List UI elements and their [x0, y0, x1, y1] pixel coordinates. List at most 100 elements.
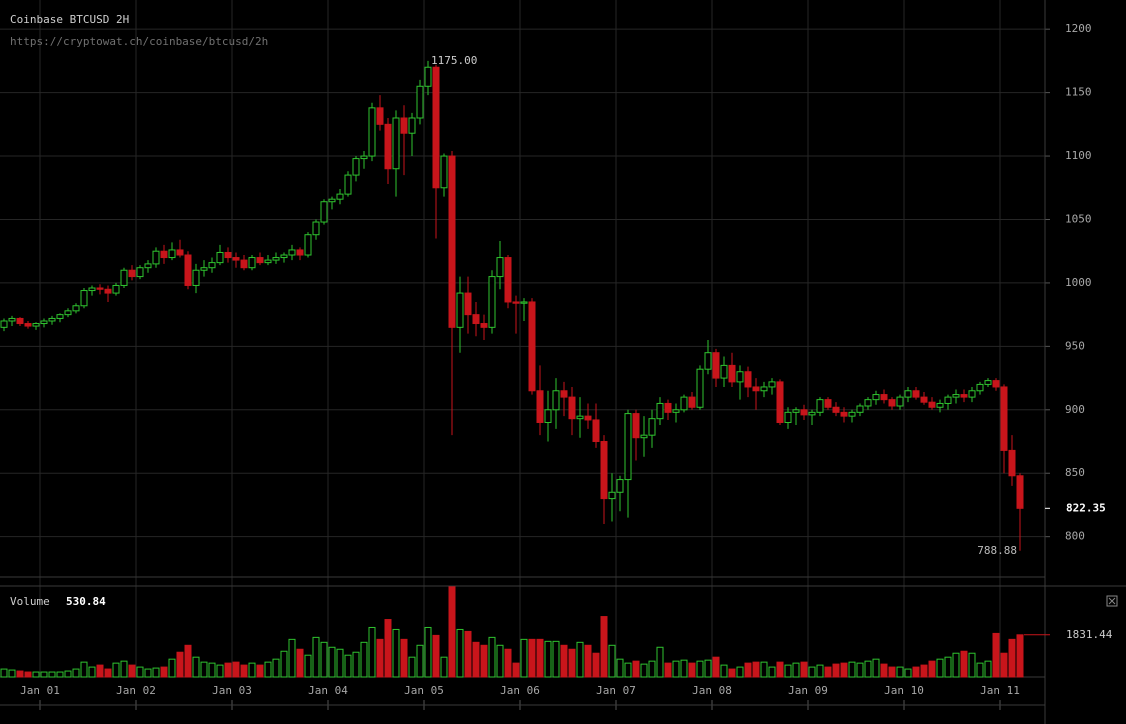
- volume-bar: [520, 638, 528, 678]
- volume-bar: [832, 663, 840, 678]
- chart-title: Coinbase BTCUSD 2H: [10, 13, 129, 26]
- candle-body: [672, 409, 680, 413]
- candle-body: [384, 123, 392, 170]
- close-icon-x[interactable]: [1108, 597, 1116, 605]
- volume-bar: [64, 670, 72, 678]
- candle-body: [376, 107, 384, 125]
- volume-bar: [960, 650, 968, 678]
- chart-subtitle: https://cryptowat.ch/coinbase/btcusd/2h: [10, 35, 268, 48]
- volume-bar: [232, 661, 240, 678]
- x-tick-label: Jan 10: [884, 684, 924, 697]
- candle-body: [960, 394, 968, 398]
- candle-body: [360, 155, 368, 160]
- x-tick-label: Jan 04: [308, 684, 348, 697]
- volume-bar: [328, 646, 336, 678]
- volume-bar: [592, 652, 600, 678]
- candle-body: [512, 301, 520, 304]
- candle-body: [48, 317, 56, 322]
- volume-bar: [808, 666, 816, 678]
- candle-body: [952, 394, 960, 398]
- candle-body: [192, 269, 200, 286]
- volume-bar: [816, 664, 824, 678]
- volume-bar: [624, 662, 632, 678]
- volume-bar: [480, 644, 488, 678]
- volume-bar: [976, 662, 984, 678]
- volume-bar: [704, 659, 712, 678]
- volume-bar: [544, 640, 552, 678]
- candle-body: [1000, 386, 1008, 451]
- volume-bar: [176, 651, 184, 678]
- volume-bar: [160, 666, 168, 678]
- volume-bar: [256, 664, 264, 678]
- candle-body: [624, 413, 632, 481]
- candle-body: [752, 386, 760, 392]
- volume-bar: [512, 662, 520, 678]
- candle-body: [680, 396, 688, 411]
- candle-body: [864, 399, 872, 407]
- candle-body: [32, 323, 40, 327]
- candle-body: [392, 117, 400, 170]
- x-tick-label: Jan 08: [692, 684, 732, 697]
- volume-bar: [192, 656, 200, 678]
- volume-bar: [984, 660, 992, 678]
- candle-body: [728, 364, 736, 383]
- y-tick-label: 800: [1065, 530, 1085, 543]
- candle-body: [832, 406, 840, 413]
- volume-bar: [784, 664, 792, 678]
- candle-body: [696, 368, 704, 408]
- volume-bar: [136, 666, 144, 678]
- candle-body: [448, 155, 456, 328]
- volume-bar: [376, 638, 384, 678]
- candle-body: [592, 419, 600, 443]
- candle-body: [24, 323, 32, 327]
- x-tick-label: Jan 05: [404, 684, 444, 697]
- candle-body: [856, 405, 864, 413]
- candle-body: [760, 386, 768, 392]
- volume-bar: [280, 650, 288, 678]
- candle-body: [824, 399, 832, 408]
- candle-body: [264, 259, 272, 264]
- candle-body: [816, 399, 824, 413]
- candle-body: [568, 396, 576, 420]
- candle-body: [432, 66, 440, 189]
- candle-body: [136, 267, 144, 278]
- x-tick-label: Jan 09: [788, 684, 828, 697]
- candle-body: [520, 301, 528, 304]
- volume-bar: [912, 666, 920, 678]
- candle-body: [584, 415, 592, 421]
- close-icon[interactable]: [1106, 595, 1118, 607]
- volume-bar: [872, 658, 880, 678]
- volume-bar: [296, 648, 304, 678]
- candle-body: [536, 390, 544, 423]
- candle-body: [288, 249, 296, 256]
- volume-bar: [448, 586, 456, 678]
- volume-bar: [32, 671, 40, 678]
- volume-bar: [288, 638, 296, 678]
- candle-body: [456, 292, 464, 328]
- candle-body: [640, 434, 648, 439]
- y-tick-label: 1200: [1065, 22, 1092, 35]
- volume-bar: [752, 661, 760, 678]
- volume-bar: [104, 668, 112, 678]
- candle-body: [176, 249, 184, 256]
- candle-body: [104, 288, 112, 294]
- volume-bar: [680, 659, 688, 678]
- volume-bar: [320, 641, 328, 678]
- candle-body: [184, 254, 192, 286]
- high-label: 1175.00: [431, 54, 477, 67]
- volume-bar: [88, 666, 96, 678]
- candle-body: [888, 399, 896, 407]
- volume-label: Volume: [10, 595, 50, 608]
- volume-bar: [904, 668, 912, 678]
- volume-bar: [40, 671, 48, 678]
- volume-bar: [864, 660, 872, 678]
- volume-bar: [56, 671, 64, 678]
- candle-body: [768, 381, 776, 388]
- candle-body: [528, 301, 536, 392]
- candle-body: [792, 409, 800, 413]
- candle-body: [400, 117, 408, 134]
- candle-body: [272, 257, 280, 261]
- candle-body: [552, 390, 560, 411]
